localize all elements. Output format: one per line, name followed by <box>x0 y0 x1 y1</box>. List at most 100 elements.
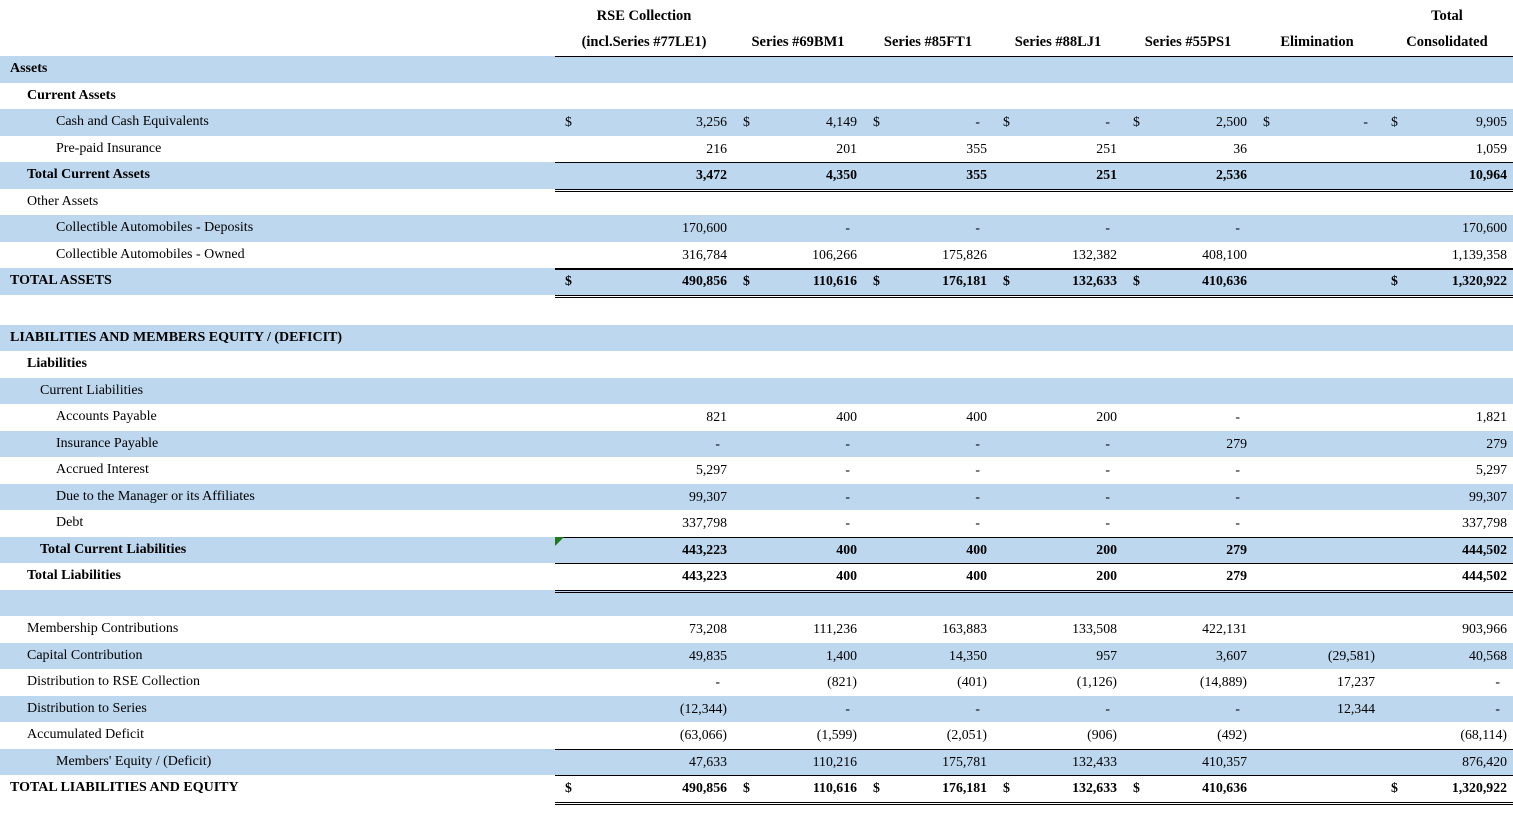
data-cell: 400 <box>733 404 863 431</box>
cell-value: 251 <box>1096 167 1117 182</box>
cell-value: - <box>1105 488 1110 504</box>
cell-value: 410,636 <box>1202 273 1247 288</box>
cell-value: 400 <box>836 541 857 557</box>
data-cell <box>1381 325 1513 352</box>
cell-value: (492) <box>1217 727 1247 742</box>
data-cell <box>1253 404 1381 431</box>
dollar-sign: $ <box>743 273 750 288</box>
data-cell: 49,835 <box>555 643 733 670</box>
data-cell: (1,599) <box>733 722 863 750</box>
cell-value: 1,320,922 <box>1451 780 1507 795</box>
data-cell: 444,502 <box>1381 537 1513 564</box>
data-cell: 410,357 <box>1123 749 1253 776</box>
data-cell: 111,236 <box>733 616 863 643</box>
cell-value: 400 <box>836 568 857 583</box>
data-cell: (63,066) <box>555 722 733 750</box>
cell-value: 110,616 <box>812 780 857 795</box>
dollar-sign: $ <box>873 114 880 129</box>
data-cell: $132,633 <box>993 775 1123 805</box>
table-row: Assets <box>0 56 1513 83</box>
cell-value: - <box>975 114 980 129</box>
data-cell <box>1253 431 1381 458</box>
data-cell: 443,223 <box>555 563 733 593</box>
cell-value: - <box>715 674 720 689</box>
column-header-line2: Series #69BM1 <box>751 34 845 50</box>
cell-value: 99,307 <box>689 488 727 504</box>
dollar-sign: $ <box>565 273 572 288</box>
data-cell: 216 <box>555 136 733 163</box>
data-cell: $1,320,922 <box>1381 268 1513 298</box>
cell-value: - <box>1105 114 1110 129</box>
data-cell: - <box>555 669 733 696</box>
cell-value: 170,600 <box>1462 220 1507 235</box>
cell-value: 132,633 <box>1072 780 1117 795</box>
row-label: Debt <box>56 515 84 530</box>
data-cell: (906) <box>993 722 1123 750</box>
row-label: Total Current Liabilities <box>40 541 187 557</box>
data-cell: 12,344 <box>1253 696 1381 723</box>
data-cell: - <box>733 431 863 458</box>
data-cell <box>555 83 733 110</box>
data-cell <box>993 325 1123 352</box>
data-cell <box>555 351 733 378</box>
column-header-line2: Series #55PS1 <box>1144 34 1232 50</box>
dollar-sign: $ <box>743 114 750 129</box>
cell-value: (12,344) <box>679 700 727 716</box>
data-cell <box>1253 616 1381 643</box>
data-cell <box>1123 325 1253 352</box>
table-row: LIABILITIES AND MEMBERS EQUITY / (DEFICI… <box>0 324 1513 352</box>
data-cell: 821 <box>555 404 733 431</box>
row-label: Capital Contribution <box>27 647 143 663</box>
data-cell: - <box>993 484 1123 511</box>
table-row: Pre-paid Insurance 216 201 355 251 36 1,059 <box>0 136 1513 163</box>
cell-value: 1,059 <box>1475 140 1507 156</box>
table-row <box>0 589 1513 616</box>
cell-value: 110,216 <box>812 753 857 769</box>
cell-value: 17,237 <box>1337 674 1375 689</box>
data-cell: 408,100 <box>1123 242 1253 270</box>
data-cell: 1,400 <box>733 643 863 670</box>
row-label: Accumulated Deficit <box>27 727 145 742</box>
dollar-sign: $ <box>1003 114 1010 129</box>
data-cell: (401) <box>863 669 993 696</box>
cell-value: 73,208 <box>689 621 727 636</box>
cell-value: 444,502 <box>1462 568 1507 583</box>
data-cell <box>1253 749 1381 776</box>
data-cell: - <box>993 431 1123 458</box>
table-row: Debt 337,798 - - - - 337,798 <box>0 510 1513 538</box>
row-label: Due to the Manager or its Affiliates <box>56 488 255 504</box>
row-label: Accounts Payable <box>56 409 157 424</box>
row-label: Collectible Automobiles - Deposits <box>56 220 254 235</box>
cell-value: 176,181 <box>942 273 987 288</box>
cell-value: - <box>845 488 850 504</box>
cell-value: - <box>1495 674 1500 689</box>
data-cell <box>1381 351 1513 378</box>
data-cell <box>993 83 1123 110</box>
data-cell <box>733 83 863 110</box>
cell-value: 170,600 <box>682 220 727 235</box>
data-cell <box>555 189 733 216</box>
table-row: Current Assets <box>0 83 1513 110</box>
data-cell <box>863 351 993 378</box>
cell-value: - <box>975 700 980 716</box>
data-cell: - <box>733 696 863 723</box>
cell-value: 355 <box>966 167 987 182</box>
cell-value: - <box>1105 220 1110 235</box>
data-cell: 355 <box>863 162 993 192</box>
dollar-sign: $ <box>1133 780 1140 795</box>
cell-value: - <box>1235 700 1240 716</box>
cell-value: 279 <box>1226 568 1247 583</box>
data-cell: - <box>863 484 993 511</box>
column-header-line1: RSE Collection <box>596 8 692 24</box>
data-cell: - <box>733 457 863 484</box>
data-cell: 200 <box>993 404 1123 431</box>
data-cell: - <box>733 510 863 538</box>
data-cell: $110,616 <box>733 268 863 298</box>
cell-value: 12,344 <box>1337 700 1375 716</box>
data-cell: 443,223 <box>555 536 733 564</box>
cell-value: - <box>975 435 980 451</box>
data-cell: $490,856 <box>555 268 733 298</box>
data-cell: 316,784 <box>555 242 733 270</box>
data-cell: - <box>1381 669 1513 696</box>
